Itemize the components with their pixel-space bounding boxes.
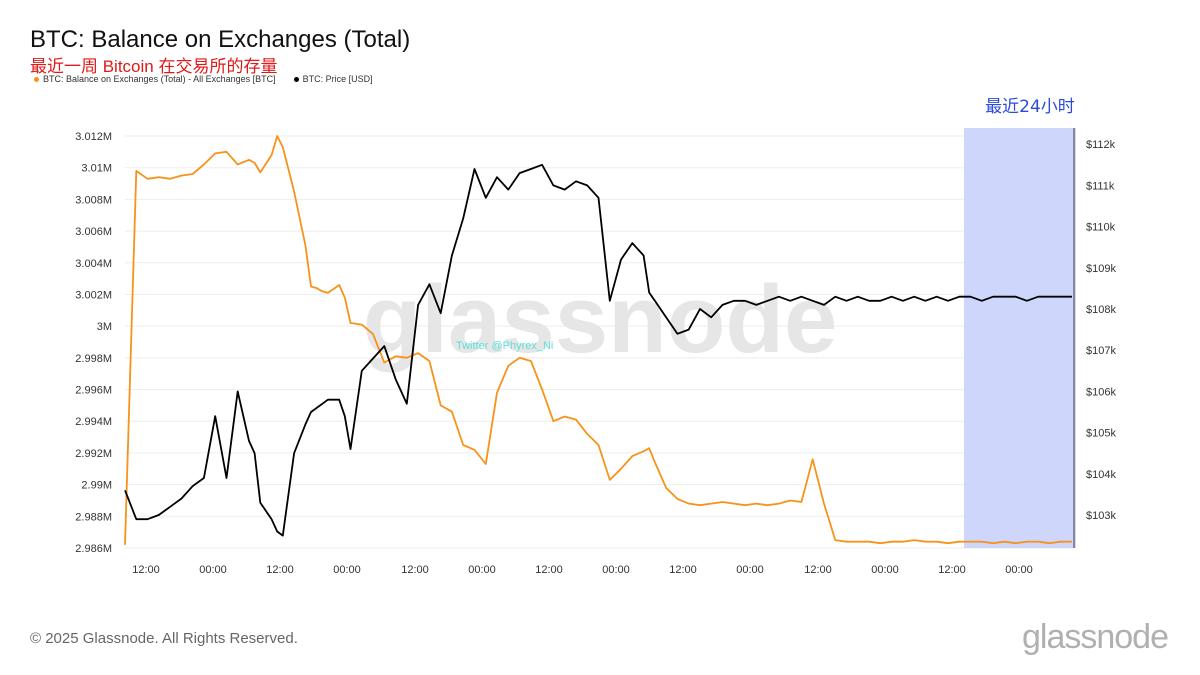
- legend-swatch-balance: [34, 76, 39, 82]
- y-left-tick-label: 2.988M: [75, 511, 112, 523]
- y-right-tick-label: $105k: [1086, 428, 1116, 440]
- chart-subtitle: 最近一周 Bitcoin 在交易所的存量: [30, 57, 278, 76]
- legend: BTC: Balance on Exchanges (Total) - All …: [34, 74, 373, 84]
- chart-title: BTC: Balance on Exchanges (Total): [30, 26, 411, 53]
- glassnode-logo: glassnode: [1021, 618, 1169, 656]
- watermark-logo: glassnode: [363, 266, 838, 373]
- y-right-tick-label: $109k: [1086, 263, 1116, 275]
- price-line: [124, 163, 1072, 537]
- y-left-tick-label: 3.004M: [75, 258, 112, 270]
- y-left-tick-label: 2.992M: [75, 448, 112, 460]
- y-right-tick-label: $111k: [1086, 180, 1115, 192]
- y-right-tick-label: $112k: [1086, 139, 1116, 151]
- x-tick-label: 12:00: [938, 564, 966, 576]
- y-axis-left: 3.012M 3.01M 3.008M 3.006M 3.004M 3.002M 3M 2.9…: [75, 131, 112, 555]
- watermark-handle: Twitter @Phyrex_Ni: [456, 340, 554, 352]
- legend-item-price[interactable]: BTC: Price [USD]: [293, 74, 373, 84]
- series-layer: [124, 135, 1072, 545]
- balance-line: [124, 135, 1072, 545]
- y-left-tick-label: 3.006M: [75, 226, 112, 238]
- x-tick-label: 12:00: [266, 564, 294, 576]
- y-left-tick-label: 2.996M: [75, 385, 112, 397]
- y-right-tick-label: $104k: [1086, 469, 1116, 481]
- legend-item-balance[interactable]: BTC: Balance on Exchanges (Total) - All …: [34, 74, 276, 84]
- y-left-tick-label: 3.002M: [75, 289, 112, 301]
- y-left-tick-label: 3.008M: [75, 194, 112, 206]
- y-left-tick-label: 3.01M: [81, 163, 112, 175]
- y-axis-right: $112k $111k $110k $109k $108k $107k $106k $105k…: [1086, 139, 1116, 522]
- copyright-footer: © 2025 Glassnode. All Rights Reserved.: [30, 630, 298, 647]
- y-right-tick-label: $106k: [1086, 386, 1116, 398]
- gridlines: [125, 135, 1072, 549]
- x-tick-label: 12:00: [804, 564, 832, 576]
- y-right-tick-label: $108k: [1086, 304, 1116, 316]
- highlight-region-24h: [964, 128, 1076, 548]
- x-tick-label: 12:00: [535, 564, 563, 576]
- legend-label-balance: BTC: Balance on Exchanges (Total) - All …: [43, 74, 276, 84]
- chart-canvas[interactable]: glassnode 3.012M3.01M3.008M3.006M3.004M3…: [0, 0, 1200, 600]
- x-tick-label: 00:00: [871, 564, 899, 576]
- x-tick-label: 12:00: [132, 564, 160, 576]
- y-left-tick-label: 2.994M: [75, 416, 112, 428]
- x-tick-label: 00:00: [468, 564, 496, 576]
- x-tick-label: 00:00: [602, 564, 630, 576]
- x-tick-label: 00:00: [736, 564, 764, 576]
- x-tick-label: 00:00: [1005, 564, 1033, 576]
- y-left-tick-label: 3.012M: [75, 131, 112, 143]
- y-right-tick-label: $110k: [1086, 222, 1116, 234]
- y-left-tick-label: 2.99M: [81, 480, 112, 492]
- y-left-tick-label: 2.986M: [75, 543, 112, 555]
- y-left-tick-label: 2.998M: [75, 353, 112, 365]
- legend-swatch-price: [293, 76, 299, 82]
- legend-label-price: BTC: Price [USD]: [302, 74, 373, 84]
- highlight-label: 最近24小时: [985, 97, 1075, 117]
- highlight-layer: [964, 128, 1076, 548]
- x-tick-label: 12:00: [669, 564, 697, 576]
- x-tick-label: 00:00: [199, 564, 227, 576]
- x-axis: 12:00 00:00 12:00 00:00 12:00 00:00 12:00 00:00…: [132, 564, 1033, 576]
- y-left-tick-label: 3M: [97, 321, 112, 333]
- y-right-tick-label: $103k: [1086, 510, 1116, 522]
- x-tick-label: 12:00: [401, 564, 429, 576]
- y-right-tick-label: $107k: [1086, 345, 1116, 357]
- x-tick-label: 00:00: [333, 564, 361, 576]
